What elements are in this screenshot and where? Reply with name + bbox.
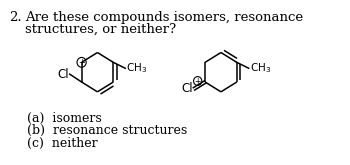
Text: (c)  neither: (c) neither (27, 137, 98, 150)
Text: Cl: Cl (57, 68, 69, 81)
Text: (a)  isomers: (a) isomers (27, 112, 102, 125)
Text: structures, or neither?: structures, or neither? (25, 23, 176, 36)
Text: Are these compounds isomers, resonance: Are these compounds isomers, resonance (25, 11, 303, 24)
Text: Cl: Cl (182, 82, 193, 95)
Text: +: + (195, 77, 201, 85)
Text: 2.: 2. (9, 11, 21, 24)
Text: CH$_3$: CH$_3$ (250, 61, 271, 75)
Text: +: + (78, 58, 85, 67)
Text: (b)  resonance structures: (b) resonance structures (27, 124, 187, 137)
Text: CH$_3$: CH$_3$ (126, 61, 147, 75)
